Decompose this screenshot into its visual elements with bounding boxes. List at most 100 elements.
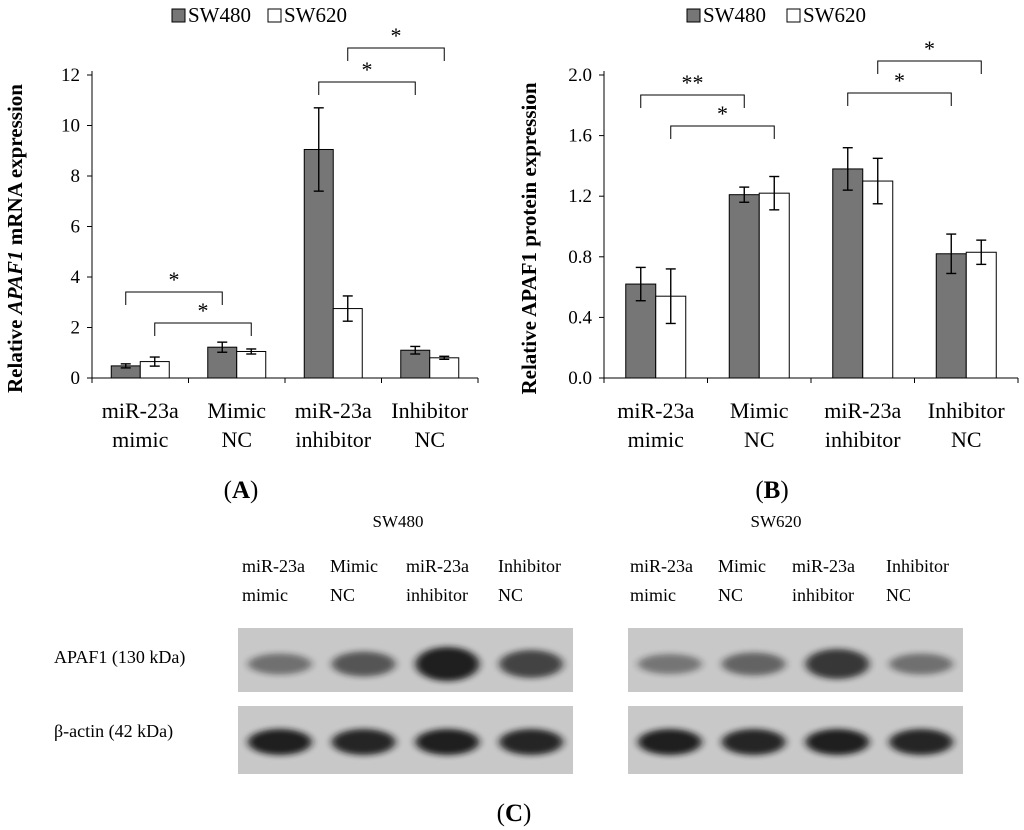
significance-marker: * [169,267,180,292]
significance-marker: * [924,36,935,61]
significance-bracket: * [347,23,445,61]
actin-band [499,729,563,755]
blot-group-title: SW480 [373,512,424,531]
y-tick-label: 0.4 [568,307,592,328]
significance-bracket: ** [640,70,745,108]
bar-sw480 [400,349,431,379]
y-tick-label: 2.0 [568,65,592,86]
x-category-label: NC [414,427,445,452]
y-axis-label-gene: APAF1 [3,250,27,316]
significance-bracket: * [154,298,252,336]
lane-label: NC [330,585,355,605]
error-bar [739,186,750,203]
x-category-label: NC [744,427,775,452]
x-category-label: NC [221,427,252,452]
y-tick-label: 12 [61,65,80,86]
bar-sw480 [728,194,760,379]
apaf1-band [805,649,870,679]
error-bar [217,341,228,353]
apaf1-band [499,650,563,678]
bracket-line [640,94,745,108]
y-axis-label: Relative APAF1 mRNA expression [3,84,27,393]
legend: SW480 SW620 [171,3,347,27]
lane-label: Mimic [330,556,378,576]
actin-band [638,729,702,755]
bar-sw620 [429,357,460,379]
panel-paren: ) [250,477,258,504]
x-category-label: Inhibitor [391,398,469,423]
y-tick-label: 0.8 [568,247,592,268]
y-tick-label: 4 [71,267,81,288]
bracket-line [318,81,416,95]
lane-label: inhibitor [792,585,854,605]
apaf1-band [248,653,312,675]
x-category-label: Inhibitor [928,398,1006,423]
lane-label: NC [886,585,911,605]
x-category-label: mimic [628,427,684,452]
legend-label-sw480: SW480 [703,3,766,27]
lane-label: inhibitor [406,585,468,605]
chart-a: 0 2 4 6 8 10 12 miR-23a mimic Mimic NC miR-23a inhib… [3,3,479,504]
lane-label: miR-23a [792,556,855,576]
actin-band [415,729,480,755]
significance-bracket: * [125,267,223,305]
row-label-apaf1: APAF1 (130 kDa) [54,647,185,668]
row-label-actin: β-actin (42 kDa) [54,721,173,742]
panel-letter: A [232,477,250,504]
actin-band [721,729,786,755]
legend-swatch-sw480 [171,8,186,23]
x-category-label: inhibitor [295,427,371,452]
y-axis-label: Relative APAF1 protein expression [517,82,541,394]
lane-label: NC [718,585,743,605]
bracket-line [125,291,223,305]
error-bar [149,356,160,367]
y-axis-label-part: mRNA expression [3,84,27,251]
bracket-line [670,125,775,139]
x-category-label: miR-23a [102,398,179,423]
bar-sw620 [758,192,790,379]
significance-bracket: * [318,57,416,95]
blot-group-title: SW620 [751,512,802,531]
significance-marker: * [362,57,373,82]
apaf1-band [638,654,702,674]
error-bar [946,233,957,275]
error-bar [769,175,780,211]
significance-bracket: * [670,101,775,139]
significance-marker: * [391,23,402,48]
legend-swatch-sw620 [267,8,282,23]
y-tick-label: 1.2 [568,186,592,207]
lane-label: Inhibitor [886,556,949,576]
blot-group-sw480: SW480 miR-23a mimic Mimic NC miR-23a inhibitor… [238,512,573,774]
blot-group-sw620: SW620 miR-23a mimic Mimic NC miR-23a inhibitor… [628,512,963,774]
lane-label: mimic [630,585,676,605]
bar-sw620 [236,350,267,379]
x-category-label: NC [951,427,982,452]
error-bar [342,295,353,322]
actin-band [331,729,396,755]
x-category-label: inhibitor [825,427,901,452]
bracket-line [847,92,952,106]
error-bar [313,107,324,192]
apaf1-band [889,653,953,675]
lane-label: miR-23a [406,556,469,576]
y-tick-label: 8 [71,166,81,187]
bracket-line [154,322,252,336]
apaf1-band [721,652,786,676]
y-tick-label: 1.6 [568,126,592,147]
panel-label: (B) [755,477,788,504]
legend: SW480 SW620 [686,3,866,27]
significance-bracket: * [877,36,982,74]
significance-bracket: * [847,68,952,106]
bar-sw620 [862,180,894,379]
error-bar [842,147,853,191]
error-bar [635,266,646,302]
x-category-label: miR-23a [824,398,901,423]
x-category-label: mimic [112,427,168,452]
panel-label: (C) [497,800,532,827]
legend-label-sw620: SW620 [284,3,347,27]
panel-paren: ( [755,477,763,504]
actin-band [805,729,870,755]
bracket-line [347,47,445,61]
bracket-line [877,60,982,74]
